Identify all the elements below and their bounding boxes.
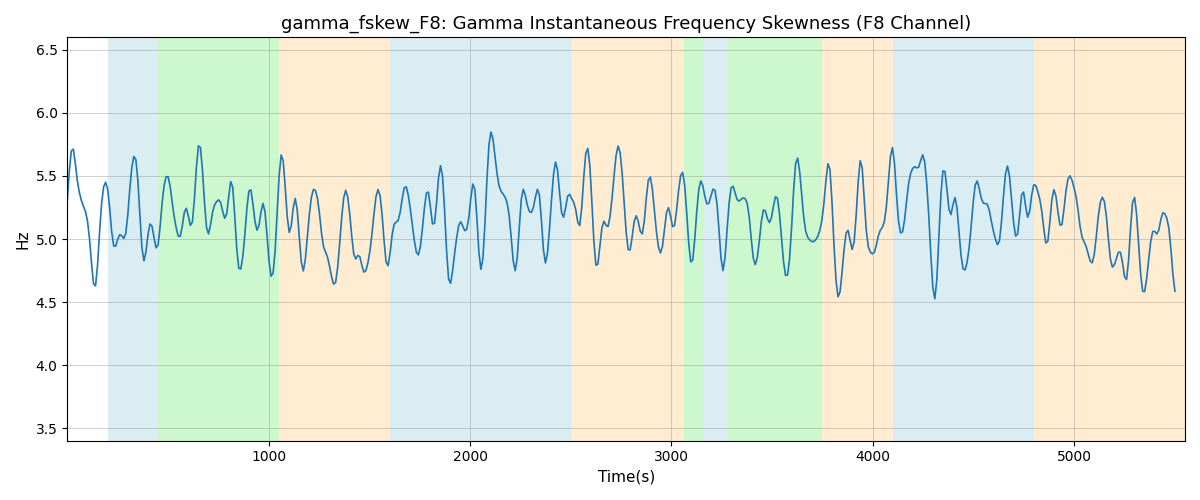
Bar bbox=[684, 38, 703, 440]
Bar bbox=[108, 38, 158, 440]
Title: gamma_fskew_F8: Gamma Instantaneous Frequency Skewness (F8 Channel): gamma_fskew_F8: Gamma Instantaneous Freq… bbox=[281, 15, 971, 34]
Bar bbox=[1085, 38, 1186, 440]
Bar bbox=[893, 38, 1034, 440]
Bar bbox=[728, 38, 822, 440]
Bar bbox=[1034, 38, 1085, 440]
X-axis label: Time(s): Time(s) bbox=[598, 470, 655, 485]
Bar bbox=[278, 38, 390, 440]
Bar bbox=[158, 38, 278, 440]
Y-axis label: Hz: Hz bbox=[16, 230, 30, 249]
Bar bbox=[390, 38, 571, 440]
Bar bbox=[571, 38, 684, 440]
Bar bbox=[703, 38, 728, 440]
Bar bbox=[822, 38, 893, 440]
